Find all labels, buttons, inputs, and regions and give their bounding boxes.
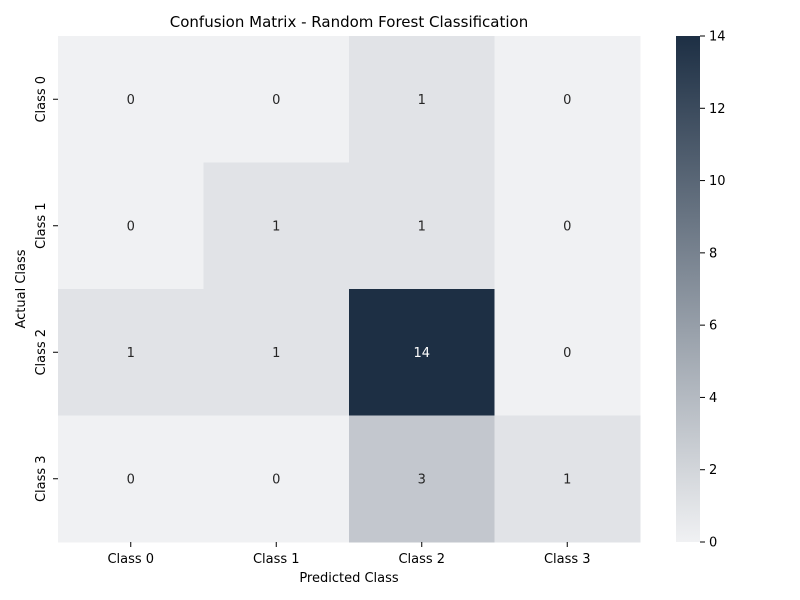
x-tick-label: Class 2 [398,552,445,567]
x-axis-label: Predicted Class [299,571,399,586]
cell-value-label: 3 [418,472,426,487]
heatmap-cell [349,289,495,416]
cell-value-label: 1 [272,346,280,361]
y-axis-ticks: Class 0 Class 1 Class 2 Class 3 [34,76,58,502]
colorbar-tick-label: 8 [709,246,717,261]
x-axis-ticks: Class 0 Class 1 Class 2 Class 3 [107,542,591,567]
heatmap-cell [494,289,641,416]
cell-value-label: 0 [563,93,571,108]
heatmap-cell [494,415,641,543]
cell-value-label: 0 [127,219,135,234]
heatmap-cell [58,162,204,290]
heatmap-cell [203,289,350,416]
cell-value-label: 14 [413,346,430,361]
colorbar-tick-label: 2 [709,463,717,478]
colorbar-tick-label: 0 [709,536,717,551]
chart-title: Confusion Matrix - Random Forest Classif… [170,13,528,31]
cell-value-label: 0 [563,346,571,361]
colorbar-tick-label: 10 [709,174,726,189]
colorbar-tick-label: 14 [709,30,726,45]
heatmap-cell [58,36,204,163]
cell-value-label: 0 [563,219,571,234]
x-tick-label: Class 3 [544,552,591,567]
heatmap-cells [58,36,641,543]
y-tick-label: Class 1 [34,202,49,249]
y-axis-label: Actual Class [14,249,29,328]
heatmap-cell [58,289,204,416]
y-tick-label: Class 0 [34,76,49,123]
heatmap-cell [494,36,641,163]
cell-value-label: 0 [127,472,135,487]
x-tick-label: Class 0 [107,552,154,567]
heatmap-cell [349,162,495,290]
heatmap-cell [203,162,350,290]
cell-value-label: 1 [418,93,426,108]
cell-value-label: 1 [563,472,571,487]
y-tick-label: Class 3 [34,455,49,502]
colorbar-tick-label: 12 [709,102,726,117]
y-tick-label: Class 2 [34,329,49,376]
heatmap-cell [494,162,641,290]
heatmap-cell [349,415,495,543]
cell-value-label: 0 [127,93,135,108]
heatmap-cell [58,415,204,543]
colorbar-tick-label: 6 [709,319,717,334]
heatmap-cell [349,36,495,163]
cell-value-label: 1 [418,219,426,234]
cell-value-label: 1 [272,219,280,234]
heatmap-cell-labels: 0 0 1 0 0 1 1 0 1 1 14 0 0 0 3 1 [127,93,572,488]
colorbar-tick-label: 4 [709,391,717,406]
colorbar-ticks: 0 2 4 6 8 10 12 14 [700,30,726,551]
x-tick-label: Class 1 [253,552,300,567]
colorbar [676,36,700,542]
heatmap-cell [203,36,350,163]
cell-value-label: 0 [272,472,280,487]
heatmap-cell [203,415,350,543]
cell-value-label: 1 [127,346,135,361]
cell-value-label: 0 [272,93,280,108]
